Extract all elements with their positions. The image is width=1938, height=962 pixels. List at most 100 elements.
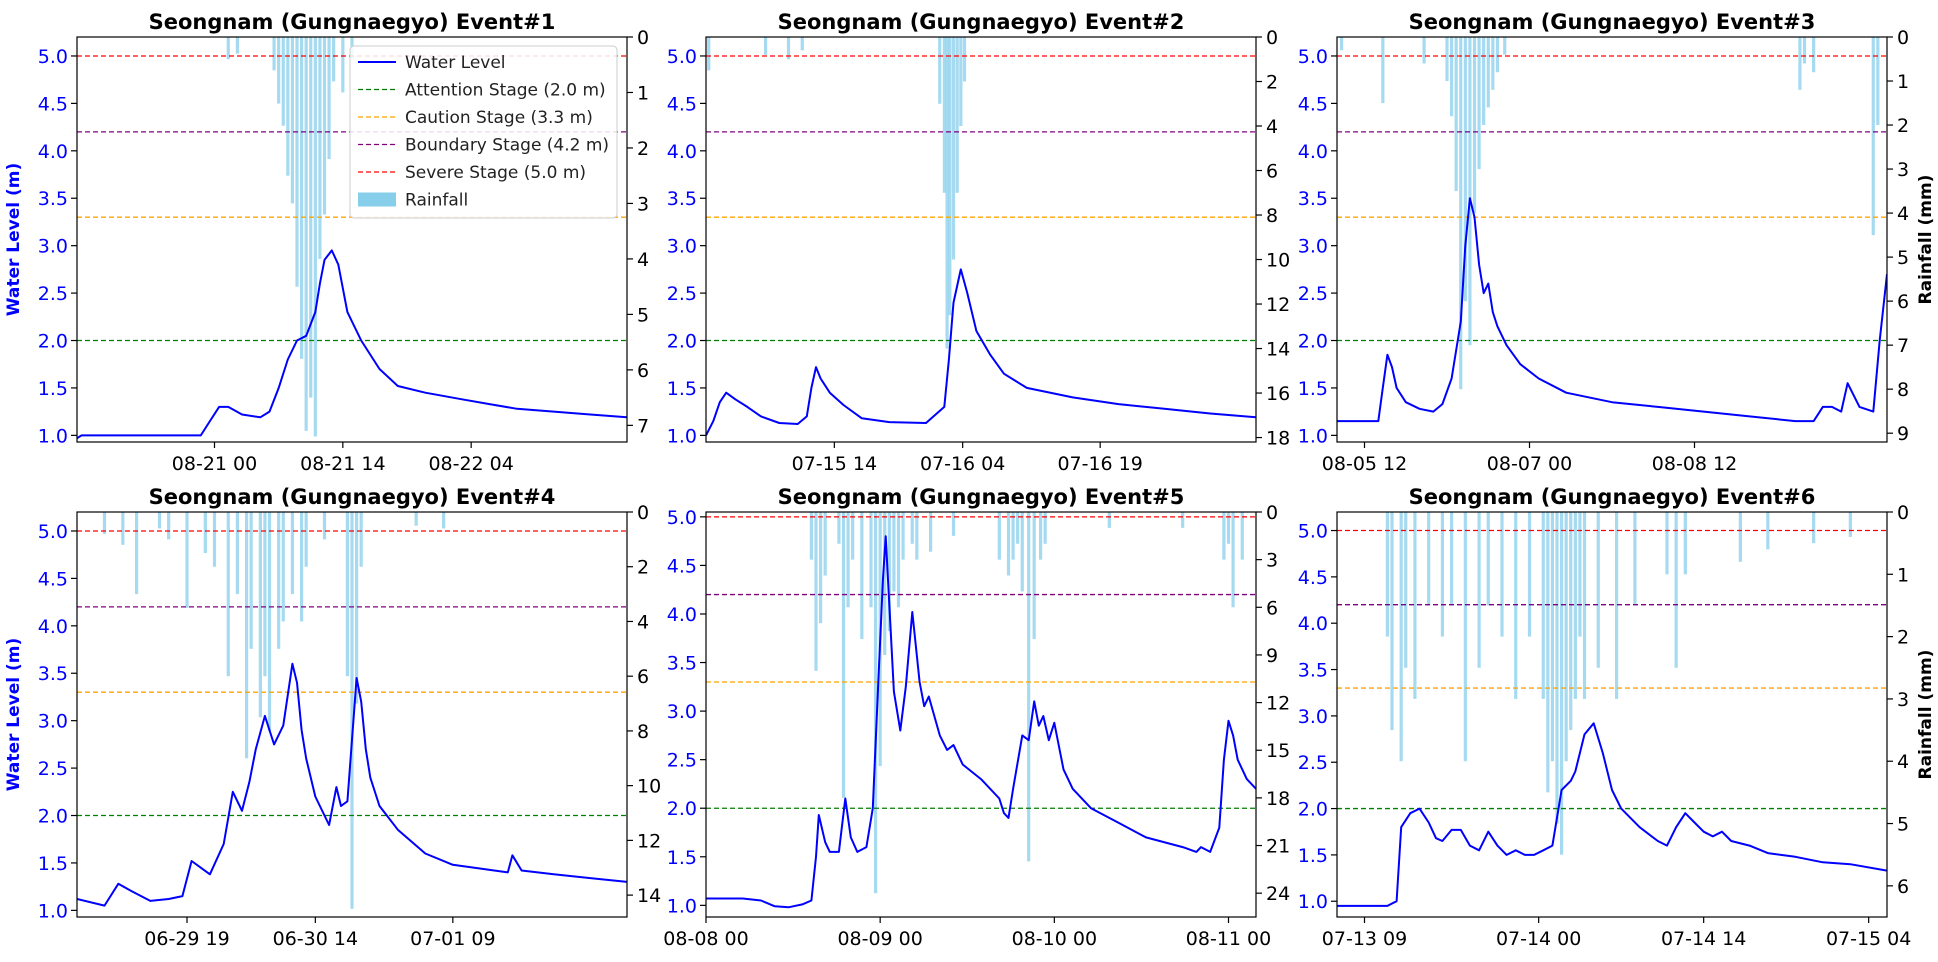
rainfall-bar: [1486, 37, 1490, 108]
rainfall-bar: [846, 512, 850, 608]
y-tick-label: 5.0: [667, 46, 697, 68]
rainfall-bar: [1871, 37, 1875, 236]
y-axis-label-rainfall: Rainfall (mm): [1916, 650, 1936, 780]
y2-tick-label: 8: [1897, 379, 1909, 401]
rainfall-bar: [299, 512, 304, 622]
rainfall-bar: [1683, 512, 1687, 575]
rainfall-bar: [1016, 512, 1020, 544]
rainfall-bar: [414, 512, 418, 526]
rainfall-bar: [1477, 512, 1481, 668]
water-level-line: [77, 249, 627, 440]
y-tick-label: 5.0: [1298, 521, 1328, 543]
rainfall-bar: [1459, 37, 1463, 390]
y2-tick-label: 15: [1266, 740, 1290, 762]
rainfall-bar: [299, 37, 304, 359]
y2-tick-label: 24: [1266, 883, 1290, 905]
rainfall-bar: [1011, 512, 1015, 560]
y2-tick-label: 10: [1266, 250, 1290, 272]
rainfall-bar: [290, 512, 295, 595]
rainfall-bar: [869, 512, 873, 608]
y2-tick-label: 0: [1266, 502, 1278, 524]
y-tick-label: 3.5: [667, 653, 697, 675]
rainfall-bar: [860, 512, 864, 640]
y2-tick-label: 14: [637, 885, 661, 907]
rainfall-bar: [1427, 512, 1431, 606]
x-tick-label: 07-16 04: [920, 453, 1005, 475]
y2-tick-label: 4: [1266, 116, 1278, 138]
rainfall-bar: [1482, 37, 1486, 126]
rainfall-bar: [442, 512, 446, 529]
rainfall-bar: [1463, 37, 1467, 302]
y-tick-label: 3.0: [1298, 706, 1328, 728]
y-tick-label: 2.5: [667, 750, 697, 772]
y-tick-label: 2.5: [1298, 752, 1328, 774]
rainfall-bar: [1495, 37, 1500, 73]
rainfall-bar: [212, 512, 217, 567]
chart-title: Seongnam (Gungnaegyo) Event#2: [778, 10, 1185, 34]
y2-tick-label: 10: [637, 776, 661, 798]
y-tick-label: 4.0: [38, 141, 68, 163]
x-tick-label: 08-11 00: [1186, 928, 1271, 950]
y-tick-label: 2.0: [38, 331, 68, 353]
chart-title: Seongnam (Gungnaegyo) Event#4: [149, 485, 556, 509]
y-tick-label: 1.5: [1298, 845, 1328, 867]
rainfall-bar: [1399, 512, 1403, 762]
rainfall-bar: [295, 37, 299, 287]
x-tick-label: 07-13 09: [1322, 928, 1407, 950]
y-tick-label: 3.5: [1298, 660, 1328, 682]
rainfall-bar: [1472, 37, 1477, 214]
water-level-line: [77, 662, 627, 907]
plot-area: [706, 512, 1256, 909]
rainfall-bar: [945, 37, 949, 349]
rainfall-bar: [244, 512, 249, 759]
rainfall-bar: [258, 512, 262, 718]
rainfall-bar: [1222, 512, 1226, 560]
rainfall-bar: [1802, 37, 1807, 64]
y2-tick-label: 6: [1266, 597, 1278, 619]
y2-tick-label: 6: [1897, 876, 1909, 898]
rainfall-bar: [809, 512, 814, 560]
rainfall-bar: [1798, 37, 1802, 90]
rainfall-bar: [1226, 512, 1231, 544]
y2-tick-label: 12: [1266, 294, 1290, 316]
x-tick-label: 08-22 04: [428, 453, 513, 475]
rainfall-bar: [304, 512, 308, 567]
y-tick-label: 2.5: [1298, 283, 1328, 305]
y-tick-label: 3.5: [38, 663, 68, 685]
chart-panel-3: Seongnam (Gungnaegyo) Event#3 1.0 1.5 2.0 2.…: [1298, 10, 1936, 475]
legend-caution-label: Caution Stage (3.3 m): [405, 108, 593, 128]
rainfall-bar: [1339, 37, 1344, 51]
x-tick-label: 08-05 12: [1322, 453, 1407, 475]
rainfall-bar: [1486, 512, 1490, 606]
rainfall-bar: [1812, 512, 1816, 544]
rainfall-bar: [359, 512, 363, 567]
y2-tick-label: 6: [637, 360, 649, 382]
rainfall-bar: [185, 512, 189, 608]
rainfall-bar: [851, 512, 855, 560]
y-tick-label: 3.0: [1298, 236, 1328, 258]
rainfall-bar: [313, 37, 317, 437]
y-axis-label-rainfall: Rainfall (mm): [1916, 175, 1936, 305]
axes-frame: [76, 511, 628, 918]
y2-tick-label: 3: [1897, 689, 1909, 711]
chart-title: Seongnam (Gungnaegyo) Event#6: [1409, 485, 1816, 509]
rainfall-bar: [892, 512, 896, 592]
y-tick-label: 4.0: [1298, 613, 1328, 635]
rainfall-bar: [763, 37, 768, 55]
y-tick-label: 3.0: [38, 711, 68, 733]
rainfall-bar: [235, 37, 240, 54]
y-tick-label: 2.5: [38, 283, 68, 305]
y2-tick-label: 2: [637, 557, 649, 579]
rainfall-bar: [1527, 512, 1532, 637]
x-tick-label: 07-14 14: [1661, 928, 1746, 950]
y2-tick-label: 1: [1897, 71, 1909, 93]
x-tick-label: 08-10 00: [1012, 928, 1097, 950]
rainfall-bar: [1559, 512, 1564, 855]
y-tick-label: 4.5: [1298, 567, 1328, 589]
y-tick-label: 3.5: [38, 188, 68, 210]
rainfall-bar: [942, 37, 946, 193]
y-tick-label: 4.5: [667, 555, 697, 577]
y2-tick-label: 4: [1897, 203, 1909, 225]
rainfall-bar: [226, 37, 230, 60]
